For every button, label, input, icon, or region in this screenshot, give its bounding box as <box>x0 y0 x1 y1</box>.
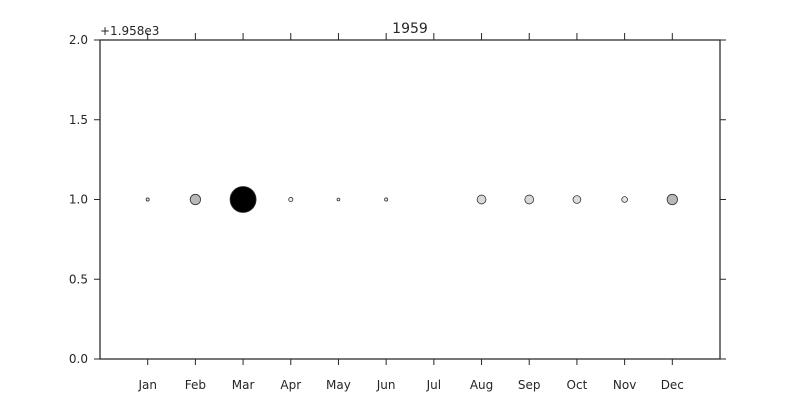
data-point-feb <box>189 193 201 206</box>
x-tick-label: Jun <box>376 378 396 392</box>
y-tick-label: 0.5 <box>69 272 88 286</box>
x-tick-label: Feb <box>185 378 206 392</box>
x-tick-label: Mar <box>232 378 255 392</box>
data-markers <box>145 186 678 213</box>
x-axis: Jan Feb Mar Apr May Jun Jul Aug Sep Oct Nov Dec <box>137 359 684 392</box>
x-tick-label: Sep <box>518 378 541 392</box>
y-tick-label: 1.5 <box>69 113 88 127</box>
y-axis: 0.0 0.5 1.0 1.5 2.0 <box>69 33 726 366</box>
chart-title: 1959 <box>392 21 428 37</box>
x-tick-label: Dec <box>661 378 684 392</box>
y-tick-label: 1.0 <box>69 193 88 207</box>
data-point-sep <box>524 194 535 205</box>
x-tick-label: Apr <box>280 378 301 392</box>
y-offset-label: +1.958e3 <box>100 24 159 38</box>
data-point-may <box>336 197 341 202</box>
x-tick-label: Jan <box>137 378 157 392</box>
x-tick-label: Nov <box>613 378 636 392</box>
data-point-dec <box>666 193 678 206</box>
top-axis-ticks <box>147 33 673 40</box>
x-tick-label: Jul <box>426 378 441 392</box>
data-point-mar <box>229 186 257 213</box>
x-tick-label: Aug <box>470 378 493 392</box>
data-point-oct <box>572 195 582 204</box>
data-point-jun <box>384 197 389 202</box>
data-point-jan <box>145 197 150 202</box>
x-tick-label: May <box>326 378 351 392</box>
data-point-aug <box>476 194 487 205</box>
y-tick-label: 2.0 <box>69 33 88 47</box>
y-tick-label: 0.0 <box>69 352 88 366</box>
data-point-apr <box>288 197 294 202</box>
x-tick-label: Oct <box>567 378 588 392</box>
data-point-nov <box>621 196 628 203</box>
